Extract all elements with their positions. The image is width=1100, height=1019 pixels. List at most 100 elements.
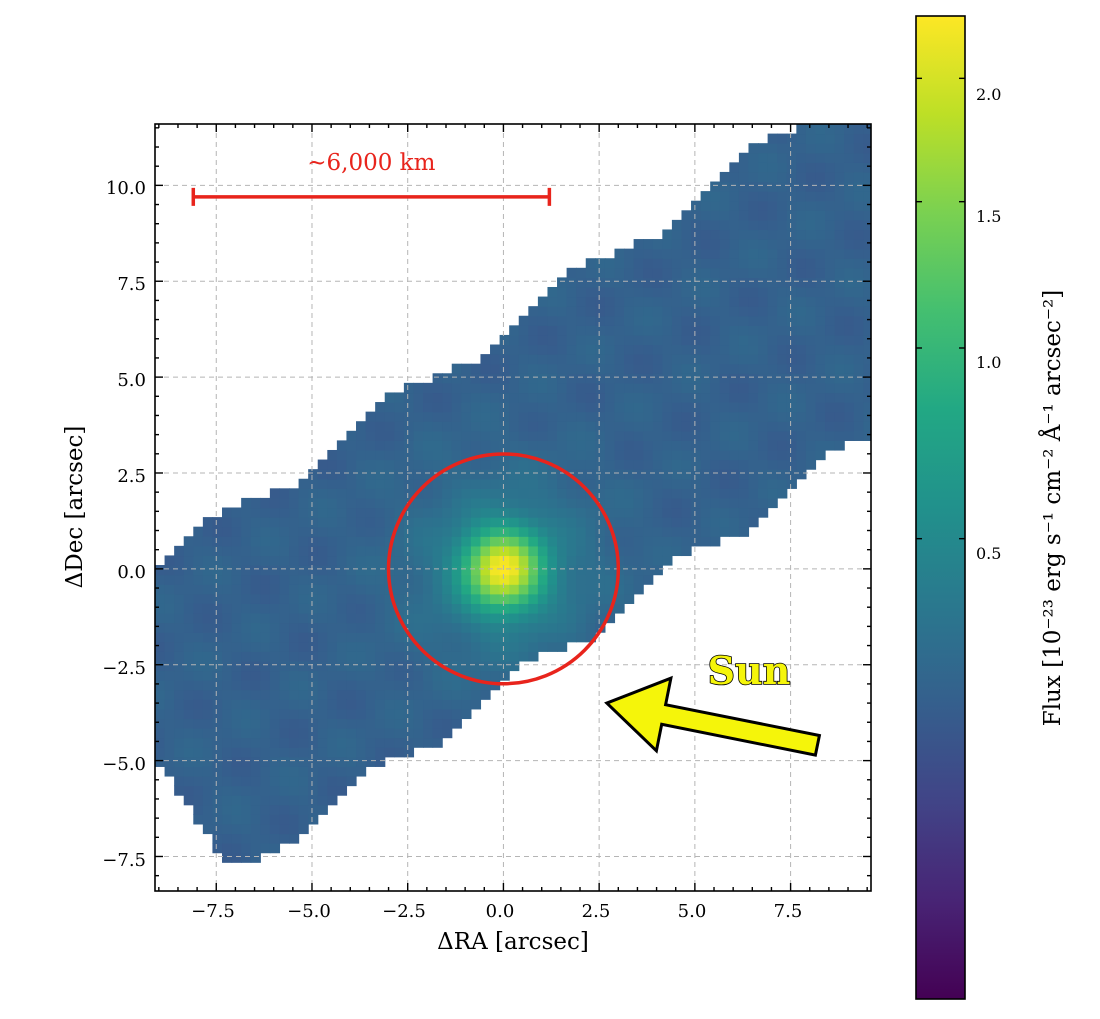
heatmap-pixel <box>738 411 750 422</box>
heatmap-pixel <box>250 507 261 518</box>
heatmap-pixel <box>470 660 482 672</box>
heatmap-pixel <box>499 507 510 518</box>
heatmap-pixel <box>509 574 520 585</box>
heatmap-pixel <box>308 680 319 691</box>
heatmap-pixel <box>777 325 788 336</box>
heatmap-pixel <box>537 469 549 480</box>
heatmap-pixel <box>365 478 376 489</box>
heatmap-pixel <box>738 334 750 346</box>
heatmap-pixel <box>652 277 663 288</box>
heatmap-pixel <box>384 593 395 604</box>
heatmap-pixel <box>528 593 539 604</box>
heatmap-pixel <box>193 756 204 767</box>
heatmap-pixel <box>451 574 462 585</box>
heatmap-pixel <box>518 440 529 451</box>
heatmap-pixel <box>174 680 185 691</box>
heatmap-pixel <box>308 478 319 489</box>
heatmap-pixel <box>738 526 750 537</box>
heatmap-pixel <box>403 449 415 461</box>
heatmap-pixel <box>423 728 434 739</box>
heatmap-pixel <box>298 612 309 624</box>
heatmap-pixel <box>289 641 300 652</box>
heatmap-pixel <box>375 469 386 480</box>
heatmap-pixel <box>442 728 453 739</box>
heatmap-pixel <box>729 469 740 480</box>
heatmap-pixel <box>260 612 271 624</box>
heatmap-pixel <box>317 555 328 566</box>
heatmap-pixel <box>825 411 836 422</box>
heatmap-pixel <box>499 459 510 470</box>
heatmap-pixel <box>758 363 769 374</box>
heatmap-pixel <box>269 488 281 499</box>
heatmap-pixel <box>346 651 357 662</box>
heatmap-pixel <box>174 632 185 643</box>
heatmap-pixel <box>662 555 673 566</box>
heatmap-pixel <box>643 402 654 413</box>
heatmap-pixel <box>557 507 568 518</box>
heatmap-pixel <box>844 162 855 173</box>
heatmap-pixel <box>604 421 616 432</box>
heatmap-pixel <box>557 526 568 537</box>
heatmap-pixel <box>834 200 845 211</box>
heatmap-pixel <box>633 306 644 317</box>
heatmap-pixel <box>738 488 750 499</box>
heatmap-pixel <box>758 488 769 499</box>
heatmap-pixel <box>825 277 836 288</box>
heatmap-pixel <box>595 286 606 298</box>
heatmap-pixel <box>786 440 797 451</box>
heatmap-pixel <box>691 392 702 403</box>
heatmap-pixel <box>719 219 730 231</box>
heatmap-pixel <box>863 277 871 288</box>
heatmap-pixel <box>269 718 281 729</box>
heatmap-pixel <box>738 469 750 480</box>
heatmap-pixel <box>231 785 242 796</box>
heatmap-pixel <box>269 833 281 844</box>
heatmap-pixel <box>614 344 625 355</box>
heatmap-pixel <box>346 469 357 480</box>
heatmap-pixel <box>767 459 778 470</box>
heatmap-pixel <box>499 622 510 633</box>
heatmap-pixel <box>423 517 434 528</box>
heatmap-pixel <box>356 651 367 662</box>
heatmap-pixel <box>298 555 309 566</box>
heatmap-pixel <box>700 325 711 336</box>
heatmap-pixel <box>308 507 319 518</box>
heatmap-pixel <box>671 478 683 489</box>
heatmap-pixel <box>738 373 750 384</box>
heatmap-pixel <box>748 449 759 461</box>
heatmap-pixel <box>212 766 223 777</box>
heatmap-pixel <box>317 507 328 518</box>
heatmap-pixel <box>576 622 587 633</box>
heatmap-pixel <box>557 363 568 374</box>
heatmap-pixel <box>853 229 864 240</box>
heatmap-pixel <box>796 382 807 394</box>
heatmap-pixel <box>480 373 491 384</box>
heatmap-pixel <box>518 488 529 499</box>
heatmap-pixel <box>738 306 750 317</box>
heatmap-pixel <box>298 785 309 796</box>
heatmap-pixel <box>289 555 300 566</box>
heatmap-pixel <box>614 248 625 259</box>
heatmap-pixel <box>834 402 845 413</box>
heatmap-pixel <box>585 526 596 537</box>
heatmap-pixel <box>815 449 826 461</box>
heatmap-pixel <box>777 402 788 413</box>
heatmap-pixel <box>729 325 740 336</box>
heatmap-pixel <box>777 459 788 470</box>
heatmap-pixel <box>729 488 740 499</box>
heatmap-pixel <box>633 449 644 461</box>
heatmap-pixel <box>365 737 376 748</box>
heatmap-pixel <box>202 660 214 672</box>
heatmap-pixel <box>403 593 415 604</box>
heatmap-pixel <box>815 373 826 384</box>
heatmap-pixel <box>289 584 300 595</box>
heatmap-pixel <box>700 382 711 394</box>
heatmap-pixel <box>700 440 711 451</box>
heatmap-pixel <box>356 612 367 624</box>
heatmap-pixel <box>595 306 606 317</box>
heatmap-pixel <box>289 651 300 662</box>
heatmap-pixel <box>585 612 596 624</box>
heatmap-pixel <box>815 277 826 288</box>
heatmap-pixel <box>250 593 261 604</box>
heatmap-pixel <box>499 593 510 604</box>
